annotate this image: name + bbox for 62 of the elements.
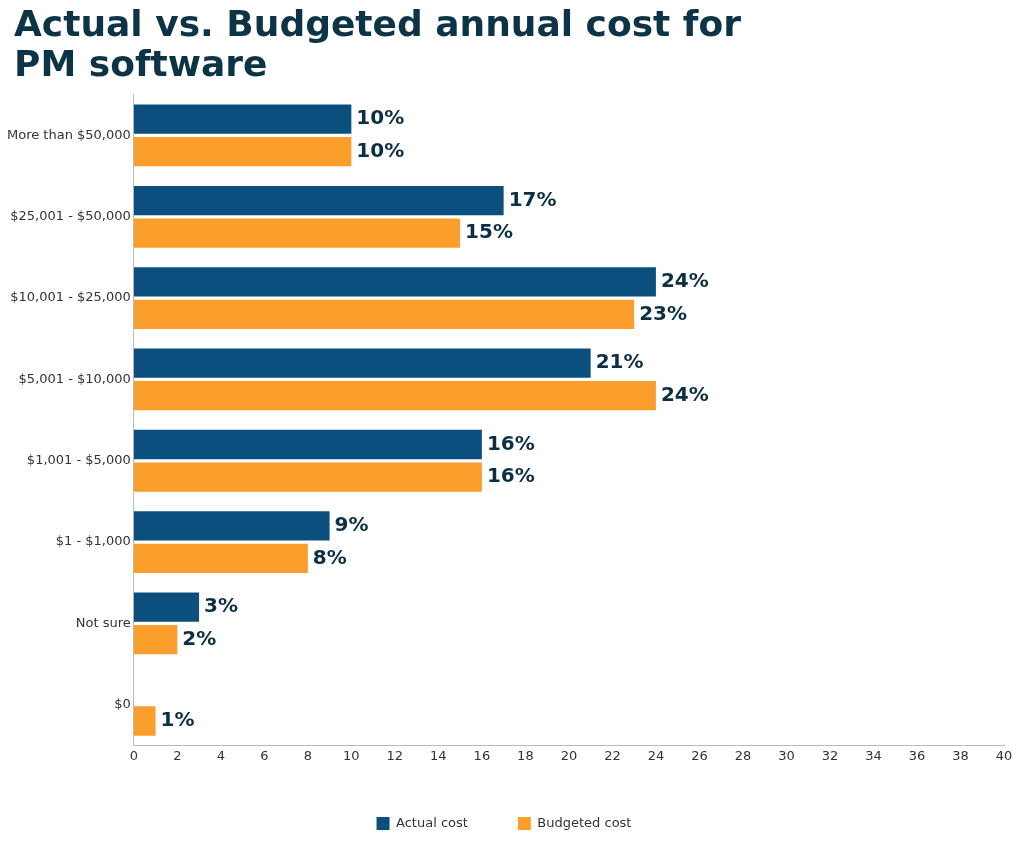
- x-tick-label: 30: [778, 747, 795, 763]
- x-tick-label: 6: [260, 747, 269, 763]
- bar: [133, 625, 178, 655]
- bar: [133, 185, 504, 216]
- x-tick-label: 0: [129, 747, 138, 763]
- bar: [133, 706, 156, 736]
- x-tick-label: 38: [952, 747, 969, 763]
- data-label: 23%: [639, 300, 688, 325]
- x-tick-label: 16: [473, 747, 491, 763]
- y-tick-label: Not sure: [75, 614, 131, 630]
- bar: [133, 462, 482, 492]
- y-tick-label: $1,001 - $5,000: [26, 452, 131, 468]
- data-label: 10%: [356, 105, 405, 130]
- data-label: 3%: [204, 593, 239, 618]
- x-tick-label: 10: [343, 747, 360, 763]
- x-tick-label: 4: [216, 747, 225, 763]
- y-tick-label: $0: [114, 696, 131, 712]
- x-tick-label: 14: [430, 747, 447, 763]
- x-tick-label: 24: [647, 747, 665, 763]
- bar: [133, 511, 330, 541]
- y-tick-label: $25,001 - $50,000: [10, 208, 131, 224]
- bar: [133, 104, 352, 134]
- bar: [133, 218, 461, 248]
- legend-label: Actual cost: [396, 814, 468, 830]
- x-tick-label: 34: [865, 747, 882, 763]
- x-tick-label: 28: [734, 747, 752, 763]
- bar: [133, 543, 308, 573]
- data-label: 16%: [486, 463, 535, 488]
- x-tick-label: 8: [303, 747, 312, 763]
- legend-label: Budgeted cost: [537, 814, 632, 830]
- x-tick-label: 36: [908, 747, 926, 763]
- bar: [133, 299, 635, 330]
- x-tick-label: 12: [386, 747, 404, 763]
- y-tick-label: $1 - $1,000: [55, 533, 131, 549]
- bar: [133, 267, 656, 297]
- data-label: 21%: [595, 349, 644, 374]
- data-label: 16%: [486, 430, 535, 455]
- y-tick-label: $10,001 - $25,000: [10, 289, 131, 305]
- data-label: 17%: [508, 186, 557, 211]
- chart-title: Actual vs. Budgeted annual cost for PM software: [14, 3, 742, 84]
- bar: [133, 429, 482, 460]
- x-tick-label: 40: [995, 747, 1013, 763]
- data-label: 2%: [182, 625, 217, 650]
- data-label: 24%: [660, 381, 709, 406]
- bar: [133, 137, 352, 167]
- data-label: 15%: [465, 219, 513, 244]
- x-tick-label: 32: [821, 747, 839, 763]
- data-label: 10%: [356, 137, 405, 162]
- bar: [133, 348, 591, 378]
- data-label: 8%: [312, 544, 347, 569]
- x-tick-label: 26: [691, 747, 708, 763]
- x-tick-label: 22: [604, 747, 621, 763]
- y-tick-label: More than $50,000: [7, 126, 131, 142]
- x-tick-label: 2: [173, 747, 182, 763]
- x-tick-label: 18: [517, 747, 534, 763]
- bar: [133, 381, 656, 411]
- bar: [133, 592, 200, 622]
- x-tick-label: 20: [560, 747, 578, 763]
- y-tick-label: $5,001 - $10,000: [18, 370, 131, 386]
- data-label: 24%: [660, 268, 709, 293]
- data-label: 1%: [160, 707, 195, 732]
- data-label: 9%: [334, 512, 369, 537]
